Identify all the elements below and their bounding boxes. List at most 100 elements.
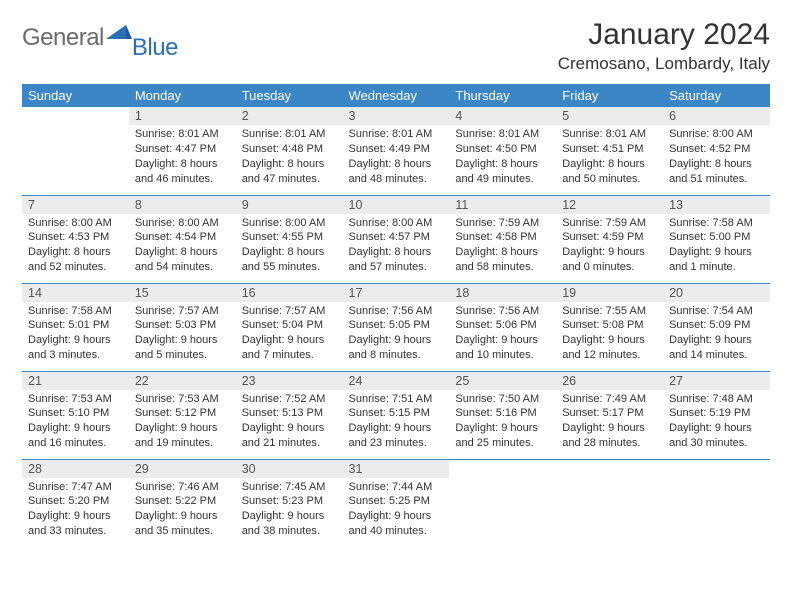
day-body: Sunrise: 8:00 AMSunset: 4:55 PMDaylight:… (236, 214, 343, 279)
day-line: and 35 minutes. (135, 524, 230, 539)
day-line: Sunset: 5:08 PM (562, 318, 657, 333)
day-line: and 21 minutes. (242, 436, 337, 451)
day-number: 7 (22, 196, 129, 214)
day-body: Sunrise: 7:58 AMSunset: 5:00 PMDaylight:… (663, 214, 770, 279)
calendar-week-row: 21Sunrise: 7:53 AMSunset: 5:10 PMDayligh… (22, 371, 770, 459)
day-line: and 54 minutes. (135, 260, 230, 275)
calendar-cell: 3Sunrise: 8:01 AMSunset: 4:49 PMDaylight… (343, 107, 450, 195)
calendar-cell: 13Sunrise: 7:58 AMSunset: 5:00 PMDayligh… (663, 195, 770, 283)
day-line: Daylight: 9 hours (455, 333, 550, 348)
day-line: Daylight: 9 hours (455, 421, 550, 436)
day-line: and 25 minutes. (455, 436, 550, 451)
day-number: 29 (129, 460, 236, 478)
day-header: Tuesday (236, 84, 343, 107)
calendar-cell: 23Sunrise: 7:52 AMSunset: 5:13 PMDayligh… (236, 371, 343, 459)
day-line: Sunrise: 8:00 AM (28, 216, 123, 231)
day-body: Sunrise: 7:45 AMSunset: 5:23 PMDaylight:… (236, 478, 343, 543)
day-number: 26 (556, 372, 663, 390)
title-block: January 2024 Cremosano, Lombardy, Italy (558, 18, 770, 74)
day-line: Daylight: 9 hours (349, 421, 444, 436)
day-line: Daylight: 9 hours (562, 421, 657, 436)
calendar-cell: 1Sunrise: 8:01 AMSunset: 4:47 PMDaylight… (129, 107, 236, 195)
day-line: Sunrise: 7:46 AM (135, 480, 230, 495)
day-number: 14 (22, 284, 129, 302)
day-line: Sunrise: 7:44 AM (349, 480, 444, 495)
calendar-cell: 28Sunrise: 7:47 AMSunset: 5:20 PMDayligh… (22, 459, 129, 547)
day-line: and 3 minutes. (28, 348, 123, 363)
day-number: 12 (556, 196, 663, 214)
calendar-cell: 12Sunrise: 7:59 AMSunset: 4:59 PMDayligh… (556, 195, 663, 283)
day-line: Sunset: 4:50 PM (455, 142, 550, 157)
day-body: Sunrise: 7:53 AMSunset: 5:12 PMDaylight:… (129, 390, 236, 455)
calendar-cell: 17Sunrise: 7:56 AMSunset: 5:05 PMDayligh… (343, 283, 450, 371)
day-body: Sunrise: 7:51 AMSunset: 5:15 PMDaylight:… (343, 390, 450, 455)
day-body: Sunrise: 8:00 AMSunset: 4:53 PMDaylight:… (22, 214, 129, 279)
day-body: Sunrise: 7:58 AMSunset: 5:01 PMDaylight:… (22, 302, 129, 367)
day-line: Sunrise: 7:58 AM (669, 216, 764, 231)
day-number: 9 (236, 196, 343, 214)
day-line: and 58 minutes. (455, 260, 550, 275)
day-line: and 10 minutes. (455, 348, 550, 363)
day-line: and 51 minutes. (669, 172, 764, 187)
day-number: 30 (236, 460, 343, 478)
calendar-week-row: 1Sunrise: 8:01 AMSunset: 4:47 PMDaylight… (22, 107, 770, 195)
calendar-cell: 18Sunrise: 7:56 AMSunset: 5:06 PMDayligh… (449, 283, 556, 371)
day-line: Sunrise: 7:59 AM (562, 216, 657, 231)
day-line: Sunrise: 8:01 AM (455, 127, 550, 142)
day-line: and 7 minutes. (242, 348, 337, 363)
day-number: 13 (663, 196, 770, 214)
day-line: Sunset: 4:48 PM (242, 142, 337, 157)
day-line: Daylight: 9 hours (242, 509, 337, 524)
day-line: Daylight: 9 hours (669, 245, 764, 260)
day-body: Sunrise: 8:00 AMSunset: 4:54 PMDaylight:… (129, 214, 236, 279)
day-line: and 0 minutes. (562, 260, 657, 275)
logo-triangle-icon (106, 23, 132, 46)
day-line: Daylight: 9 hours (349, 509, 444, 524)
calendar-cell: 27Sunrise: 7:48 AMSunset: 5:19 PMDayligh… (663, 371, 770, 459)
calendar-cell: 31Sunrise: 7:44 AMSunset: 5:25 PMDayligh… (343, 459, 450, 547)
day-body: Sunrise: 7:52 AMSunset: 5:13 PMDaylight:… (236, 390, 343, 455)
day-number: 18 (449, 284, 556, 302)
day-body: Sunrise: 8:01 AMSunset: 4:50 PMDaylight:… (449, 125, 556, 190)
calendar-cell (22, 107, 129, 195)
day-line: and 57 minutes. (349, 260, 444, 275)
day-number: 3 (343, 107, 450, 125)
day-number: 8 (129, 196, 236, 214)
day-line: Daylight: 9 hours (242, 421, 337, 436)
day-line: and 52 minutes. (28, 260, 123, 275)
day-line: and 49 minutes. (455, 172, 550, 187)
day-line: Sunset: 4:54 PM (135, 230, 230, 245)
day-line: Sunrise: 7:55 AM (562, 304, 657, 319)
day-line: Daylight: 9 hours (562, 333, 657, 348)
day-number: 11 (449, 196, 556, 214)
day-line: and 38 minutes. (242, 524, 337, 539)
calendar-cell: 15Sunrise: 7:57 AMSunset: 5:03 PMDayligh… (129, 283, 236, 371)
calendar-cell: 7Sunrise: 8:00 AMSunset: 4:53 PMDaylight… (22, 195, 129, 283)
calendar-cell: 11Sunrise: 7:59 AMSunset: 4:58 PMDayligh… (449, 195, 556, 283)
day-line: Sunset: 5:16 PM (455, 406, 550, 421)
day-header-row: Sunday Monday Tuesday Wednesday Thursday… (22, 84, 770, 107)
day-line: and 12 minutes. (562, 348, 657, 363)
day-line: Sunrise: 7:54 AM (669, 304, 764, 319)
day-line: Sunset: 4:47 PM (135, 142, 230, 157)
day-line: and 50 minutes. (562, 172, 657, 187)
day-body: Sunrise: 8:01 AMSunset: 4:51 PMDaylight:… (556, 125, 663, 190)
day-line: and 55 minutes. (242, 260, 337, 275)
day-number: 20 (663, 284, 770, 302)
day-line: Daylight: 9 hours (135, 333, 230, 348)
day-body: Sunrise: 8:00 AMSunset: 4:52 PMDaylight:… (663, 125, 770, 190)
calendar-cell: 8Sunrise: 8:00 AMSunset: 4:54 PMDaylight… (129, 195, 236, 283)
day-line: Sunset: 5:05 PM (349, 318, 444, 333)
day-line: Sunset: 5:17 PM (562, 406, 657, 421)
logo-word-general: General (22, 24, 104, 52)
day-line: Sunrise: 7:52 AM (242, 392, 337, 407)
day-line: Daylight: 8 hours (455, 157, 550, 172)
calendar-cell: 9Sunrise: 8:00 AMSunset: 4:55 PMDaylight… (236, 195, 343, 283)
day-body: Sunrise: 7:53 AMSunset: 5:10 PMDaylight:… (22, 390, 129, 455)
day-line: Daylight: 9 hours (669, 333, 764, 348)
calendar-cell (663, 459, 770, 547)
day-line: Sunset: 5:13 PM (242, 406, 337, 421)
day-line: and 28 minutes. (562, 436, 657, 451)
day-line: Sunset: 5:03 PM (135, 318, 230, 333)
day-body: Sunrise: 7:55 AMSunset: 5:08 PMDaylight:… (556, 302, 663, 367)
